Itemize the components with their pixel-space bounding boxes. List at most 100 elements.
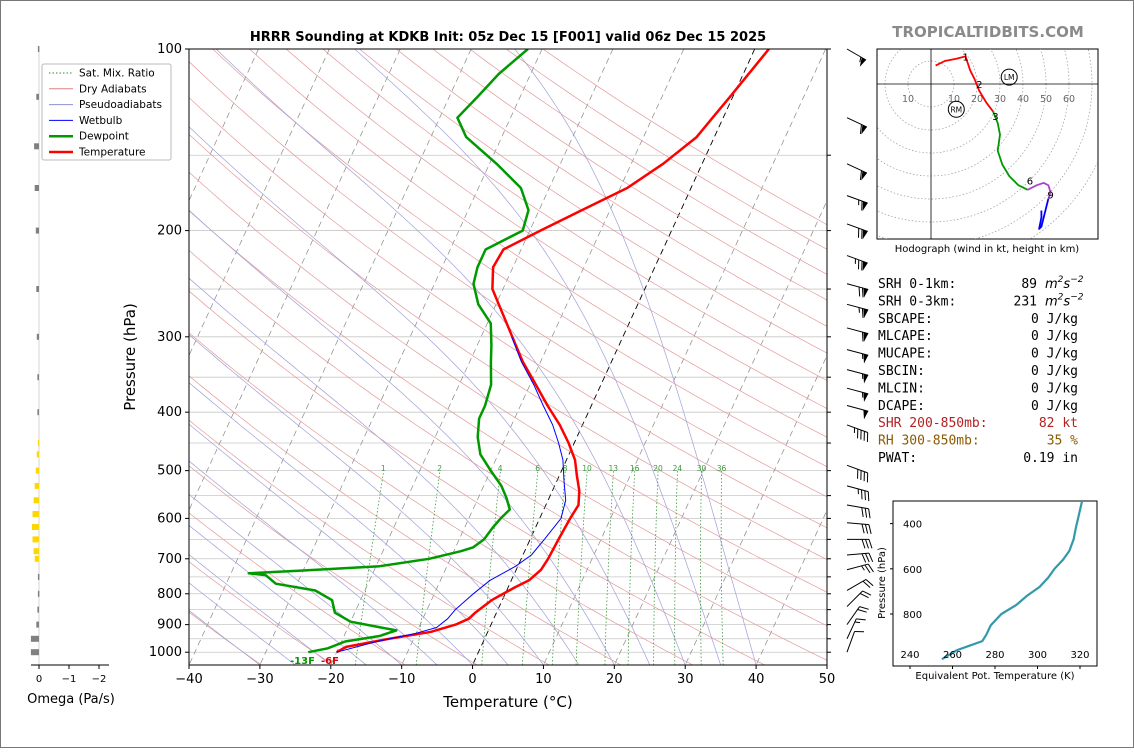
mixing-ratio-label: 4 <box>498 464 503 473</box>
isotherm-line <box>402 49 684 665</box>
stat-unit: m2s−2 <box>1045 292 1084 309</box>
barb-full <box>865 524 869 533</box>
mixing-ratio-label: 1 <box>381 464 386 473</box>
stat-label: SRH 0-1km: <box>878 277 956 292</box>
stat-label: RH 300-850mb: <box>878 434 980 449</box>
dewpoint-profile <box>249 49 529 652</box>
omega-bar <box>38 574 40 580</box>
y-tick-label: 600 <box>157 511 182 526</box>
y-tick-label: 200 <box>157 224 182 239</box>
wind-barb <box>843 118 867 135</box>
stat-label: SBCAPE: <box>878 312 933 327</box>
barb-full <box>866 578 873 587</box>
barb-full <box>856 260 862 269</box>
barb-full <box>855 429 861 438</box>
theta-e-xtick-label: 280 <box>985 650 1004 661</box>
barb-full <box>859 490 864 499</box>
wind-barb <box>843 49 867 68</box>
hodograph-ring-label: 50 <box>1040 94 1052 105</box>
omega-bar <box>34 548 39 554</box>
wind-barb <box>847 578 873 598</box>
x-tick-label: 40 <box>748 672 765 687</box>
theta-e-ylabel: Pressure (hPa) <box>877 547 888 619</box>
barb-full <box>856 228 862 237</box>
right-mover-label: RM <box>950 105 962 114</box>
stat-label: MLCIN: <box>878 381 925 396</box>
mixing-ratio-line <box>654 471 659 665</box>
theta-e-frame <box>893 501 1097 666</box>
barb-full <box>856 616 865 623</box>
omega-bar <box>32 524 39 530</box>
barb-staff <box>847 632 855 653</box>
chart-title: HRRR Sounding at KDKB Init: 05z Dec 15 [… <box>250 30 766 45</box>
theta-e-xtick-label: 320 <box>1070 650 1089 661</box>
stat-value: 0 J/kg <box>1031 329 1078 344</box>
barb-full <box>861 472 867 481</box>
barb-full <box>865 432 871 441</box>
stat-value: 0 J/kg <box>1031 399 1078 414</box>
barb-pennant <box>860 261 868 271</box>
mixing-ratio-label: 20 <box>653 464 663 473</box>
omega-bar <box>36 228 39 234</box>
legend-label: Wetbulb <box>79 115 123 127</box>
mixing-ratio-label: 2 <box>437 464 442 473</box>
moist-adiabat <box>1 180 366 665</box>
barb-pennant <box>859 171 867 181</box>
omega-tick-label: −2 <box>92 674 107 685</box>
hodograph-caption: Hodograph (wind in kt, height in km) <box>895 244 1080 255</box>
moist-adiabat <box>1 155 402 665</box>
barb-full <box>862 539 865 548</box>
barb-full <box>855 469 861 478</box>
theta-e-ytick-label: 600 <box>903 565 922 576</box>
omega-bar <box>37 409 39 415</box>
y-tick-label: 400 <box>157 405 182 420</box>
dewpoint-surface-label: -13F <box>290 656 315 667</box>
barb-full <box>858 430 864 439</box>
omega-tick-label: 0 <box>36 674 42 685</box>
stat-label: MLCAPE: <box>878 329 933 344</box>
omega-bar <box>34 497 39 503</box>
stat-value: 0 J/kg <box>1031 381 1078 396</box>
moist-adiabat <box>1 74 508 665</box>
wind-barb <box>847 604 869 630</box>
omega-bar <box>37 451 39 457</box>
hodograph-height-label: 6 <box>1027 177 1033 188</box>
stat-value: 0 J/kg <box>1031 347 1078 362</box>
stat-label: SBCIN: <box>878 364 925 379</box>
omega-bar <box>35 556 39 562</box>
wind-barb <box>845 406 869 420</box>
mixing-ratio-label: 6 <box>535 464 540 473</box>
barb-full <box>867 509 872 518</box>
omega-bar <box>38 440 40 446</box>
barb-full <box>869 539 872 548</box>
theta-e-xlabel: Equivalent Pot. Temperature (K) <box>915 671 1074 682</box>
omega-bar <box>36 622 39 628</box>
mixing-ratio-label: 36 <box>717 464 727 473</box>
barb-pennant <box>861 410 868 420</box>
mixing-ratio-label: 24 <box>673 464 683 473</box>
wind-barb <box>844 224 868 240</box>
stat-value: 35 % <box>1047 434 1078 449</box>
barb-full <box>861 524 865 533</box>
stat-value: 82 kt <box>1039 416 1078 431</box>
barb-full <box>866 492 871 501</box>
skewt-profiles <box>249 49 769 652</box>
mixing-ratio-line <box>700 471 701 665</box>
hodograph-height-label: 1 <box>962 52 968 63</box>
theta-e-xtick-label: 260 <box>943 650 962 661</box>
wind-barb <box>847 563 873 578</box>
wind-barb <box>845 370 869 384</box>
omega-xlabel: Omega (Pa/s) <box>27 692 115 707</box>
omega-bar <box>36 94 39 100</box>
x-tick-label: −10 <box>388 672 415 687</box>
mixing-ratio-line <box>416 471 440 665</box>
moist-adiabat <box>515 49 756 665</box>
omega-bar <box>31 649 39 655</box>
stat-label: PWAT: <box>878 451 917 466</box>
omega-bar <box>36 286 39 292</box>
theta-e-xtick-label: 300 <box>1028 650 1047 661</box>
wind-barb <box>844 425 871 442</box>
